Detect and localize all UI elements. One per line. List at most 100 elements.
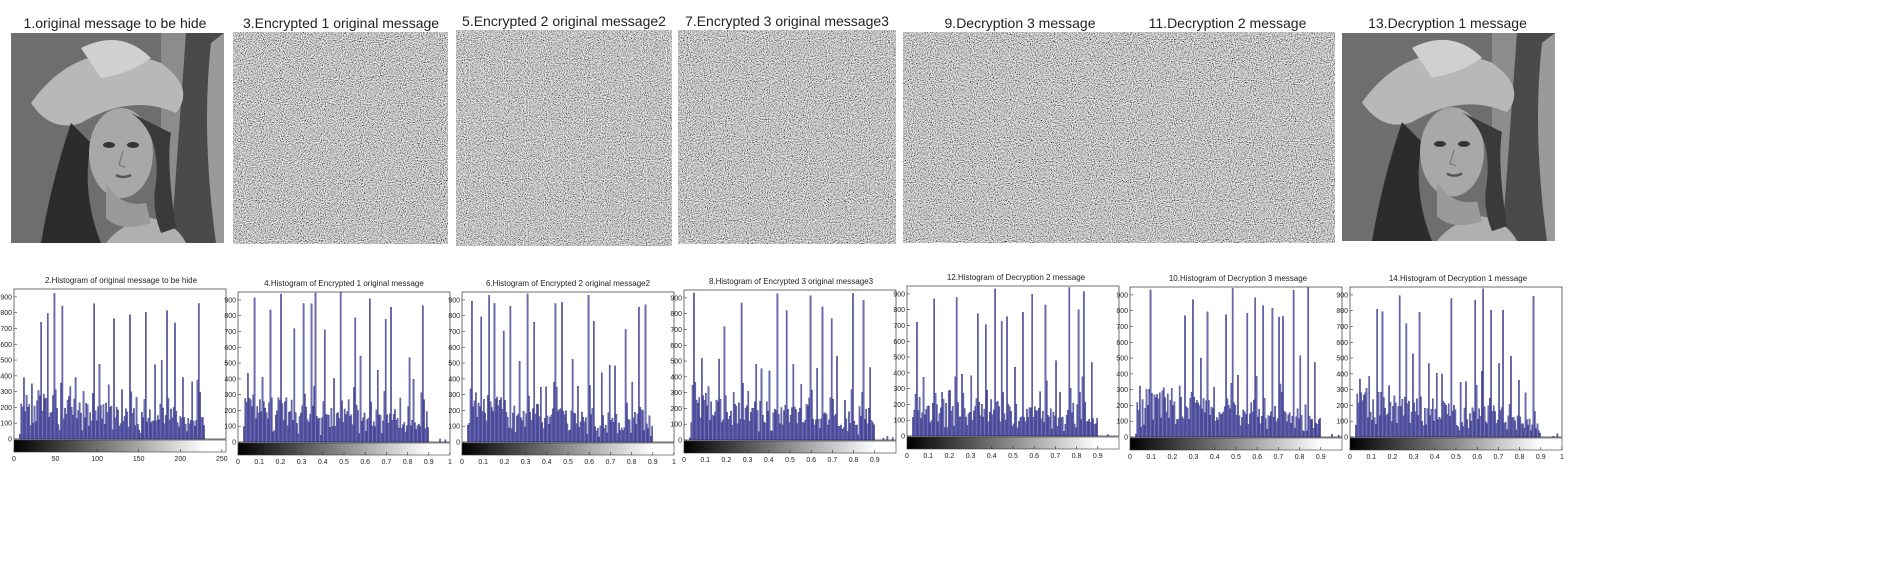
histogram-bar	[135, 397, 138, 440]
histogram-bar	[98, 363, 101, 440]
histogram-bar	[370, 401, 372, 443]
histogram-bar	[66, 399, 69, 440]
histogram-bar	[643, 430, 645, 443]
histogram-bar	[281, 403, 284, 443]
histogram-bar	[1462, 426, 1465, 438]
histogram-bar	[1369, 411, 1372, 438]
histogram-bar	[970, 375, 973, 437]
histogram-bar	[363, 412, 366, 443]
histogram-bar	[261, 376, 264, 443]
histogram-bar	[1461, 422, 1463, 438]
histogram-bar	[49, 412, 52, 440]
histogram-bar	[1372, 399, 1374, 438]
histogram-bar	[853, 421, 856, 441]
histogram-bar	[20, 403, 23, 440]
histogram-bar	[1019, 417, 1022, 437]
y-tick-label: 100	[1336, 419, 1348, 426]
x-tick-label: 0.7	[828, 457, 838, 464]
x-tick-label: 0	[682, 457, 686, 464]
histogram-bar	[524, 426, 526, 443]
histogram-bar	[1087, 421, 1089, 437]
histogram-bar	[981, 404, 983, 437]
histogram-bar	[294, 412, 297, 443]
histogram-bar	[141, 412, 143, 440]
histogram-bar	[298, 416, 301, 443]
histogram-bar	[422, 305, 424, 443]
grayscale-colorbar	[14, 440, 205, 452]
histogram-bar	[732, 392, 735, 441]
histogram-bar	[1284, 412, 1287, 438]
histogram-bar	[424, 428, 427, 443]
histogram-bar	[1197, 402, 1200, 438]
x-tick-label: 0.8	[1295, 454, 1305, 461]
decryption-image-2	[1123, 32, 1335, 243]
y-tick-label: 400	[893, 370, 905, 377]
histogram-bar	[84, 417, 86, 440]
histogram-bar	[172, 407, 175, 440]
histogram-bar	[129, 314, 131, 440]
histogram-bar	[259, 399, 261, 443]
histogram-bar	[848, 411, 850, 441]
histogram-bar	[267, 418, 269, 443]
y-tick-label: 200	[1116, 403, 1128, 410]
histogram-bar	[477, 402, 480, 443]
histogram-bar	[845, 418, 848, 441]
histogram-bar	[769, 430, 772, 441]
histogram-bar	[1266, 429, 1268, 438]
histogram-bar	[583, 421, 586, 443]
histogram-bar	[873, 424, 875, 441]
histogram-bar	[350, 414, 353, 443]
histogram-bar	[333, 378, 335, 443]
histogram-bar	[1173, 401, 1176, 438]
y-tick-label: 0	[456, 440, 460, 447]
y-tick-label: 900	[448, 297, 460, 304]
histogram-bar	[1257, 416, 1259, 438]
histogram-bar	[1170, 388, 1173, 438]
histogram-bar	[726, 412, 728, 441]
histogram-bar	[1442, 401, 1445, 438]
histogram-bar	[152, 420, 155, 440]
histogram-bar	[1432, 398, 1434, 438]
histogram-bar	[784, 405, 787, 441]
image-title-5: 5.Encrypted 2 original message2	[462, 13, 666, 29]
histogram-bar	[581, 411, 583, 443]
histogram-bar	[627, 419, 630, 443]
y-tick-label: 500	[224, 361, 236, 368]
histogram-bar	[590, 414, 592, 443]
x-tick-label: 0.8	[849, 457, 859, 464]
histogram-bar	[702, 395, 705, 441]
histogram-bar	[327, 415, 330, 443]
histogram-bar	[969, 412, 971, 437]
histogram-bar	[803, 422, 805, 441]
histogram-bar	[1455, 425, 1458, 438]
histogram-bar	[730, 410, 732, 441]
histogram-bar	[1052, 412, 1055, 437]
histogram-bar	[540, 386, 542, 443]
histogram-bar	[1003, 413, 1006, 437]
histogram-bar	[1215, 417, 1218, 438]
histogram-bar	[284, 401, 286, 443]
histogram-bar	[96, 420, 98, 440]
histogram-bar	[1434, 409, 1437, 438]
histogram-bar	[634, 412, 636, 443]
histogram-bar	[1214, 421, 1217, 438]
histogram-bar	[32, 422, 35, 440]
histogram-bar	[756, 410, 759, 441]
histogram-bar	[1059, 391, 1061, 437]
histogram-bar	[86, 404, 89, 440]
histogram-plot: 0 100 200 300 400 500 600 700 800 900 0 50 100 150 200…	[0, 288, 228, 463]
histogram-bar	[1530, 430, 1532, 438]
histogram-bar	[331, 426, 334, 443]
histogram-bar	[412, 378, 415, 443]
histogram-bar	[1426, 408, 1429, 438]
histogram-bar	[949, 390, 951, 437]
histogram-bar	[1367, 417, 1369, 438]
histogram-bar	[518, 361, 521, 443]
histogram-bar	[1466, 419, 1469, 438]
histogram-bar	[619, 430, 622, 443]
histogram-bar	[36, 400, 38, 440]
histogram-bar	[928, 405, 930, 437]
noise-image	[456, 30, 672, 246]
histogram-bar	[1382, 397, 1385, 438]
histogram-bar	[1499, 410, 1502, 438]
